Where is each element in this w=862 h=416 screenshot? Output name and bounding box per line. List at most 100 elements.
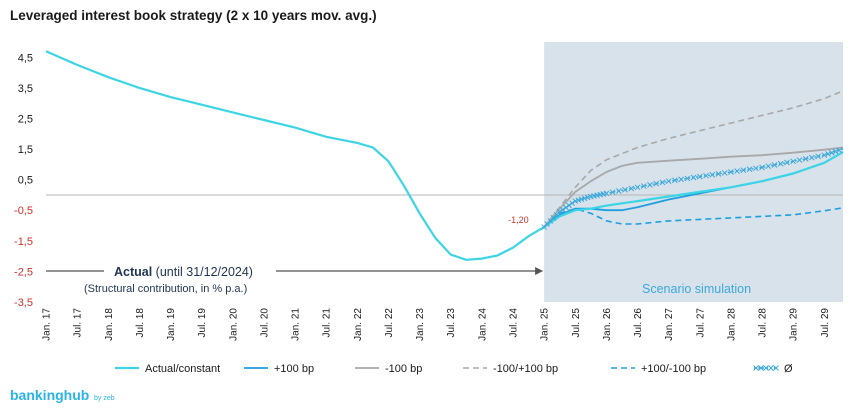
average-cross-marker xyxy=(569,200,575,207)
average-cross-marker xyxy=(559,206,566,213)
x-tick-label: Jan. 24 xyxy=(477,308,488,341)
average-cross-marker xyxy=(721,170,728,176)
actual-subtitle: (Structural contribution, in % p.a.) xyxy=(84,283,247,295)
average-cross-marker xyxy=(678,176,684,183)
x-tick-label: Jul. 27 xyxy=(695,308,706,338)
scenario-region xyxy=(544,42,843,302)
x-tick-label: Jul. 29 xyxy=(820,308,831,338)
y-axis-ticks: 4,5 3,5 2,5 1,5 0,5 -0,5 -1,5 -2,5 -3,5 xyxy=(14,52,33,309)
legend-cross-marker xyxy=(758,365,764,371)
average-cross-marker xyxy=(740,167,747,174)
x-tick-label: Jan. 29 xyxy=(789,308,800,341)
average-cross-marker xyxy=(784,159,790,166)
average-cross-marker xyxy=(603,190,610,197)
legend-label: +100/-100 bp xyxy=(641,363,706,375)
x-tick-label: Jul. 18 xyxy=(135,308,146,338)
annotations: -1,20 Actual (until 31/12/2024) (Structu… xyxy=(46,215,751,296)
series-line-actual-constant xyxy=(45,50,844,261)
average-cross-marker xyxy=(640,183,647,189)
x-tick-label: Jan. 22 xyxy=(353,308,364,341)
legend-label: -100/+100 bp xyxy=(493,363,558,375)
chart-title: Leveraged interest book strategy (2 x 10… xyxy=(10,8,377,23)
x-tick-label: Jan. 26 xyxy=(602,308,613,341)
average-cross-marker xyxy=(728,169,734,175)
x-tick-label: Jan. 23 xyxy=(415,308,426,341)
average-cross-marker xyxy=(653,180,660,187)
y-tick-label: -0,5 xyxy=(14,205,33,217)
average-cross-marker xyxy=(771,162,778,168)
average-cross-marker xyxy=(759,164,765,171)
average-cross-marker xyxy=(566,202,572,209)
x-tick-label: Jul. 20 xyxy=(259,308,270,338)
average-cross-marker xyxy=(672,177,678,184)
actual-label-range: (until 31/12/2024) xyxy=(152,265,253,279)
legend-label: Actual/constant xyxy=(145,363,220,375)
x-tick-label: Jul. 21 xyxy=(322,308,333,338)
average-cross-marker xyxy=(563,204,569,211)
x-tick-label: Jan. 20 xyxy=(228,308,239,341)
legend: Actual/constant +100 bp -100 bp -100/+100 b… xyxy=(115,363,793,375)
actual-arrow-head xyxy=(535,267,544,275)
average-cross-marker xyxy=(832,148,839,155)
average-cross-marker xyxy=(815,153,821,160)
average-cross-marker xyxy=(622,186,628,193)
y-tick-label: -2,5 xyxy=(14,266,33,278)
series-line--100-bp xyxy=(543,146,844,228)
y-tick-label: -3,5 xyxy=(14,297,33,309)
y-tick-label: 3,5 xyxy=(18,83,33,95)
legend-cross-marker xyxy=(773,365,779,371)
average-cross-marker xyxy=(715,170,722,177)
average-cross-marker xyxy=(647,181,653,188)
legend-label: -100 bp xyxy=(385,363,422,375)
average-cross-marker xyxy=(836,147,843,154)
average-cross-marker xyxy=(615,188,622,194)
y-tick-label: 2,5 xyxy=(18,113,33,125)
average-cross-marker xyxy=(809,154,815,161)
legend-cross-marker xyxy=(763,365,769,371)
average-cross-marker xyxy=(703,172,709,179)
series-line--100-100-bp xyxy=(543,90,844,228)
x-tick-label: Jan. 19 xyxy=(166,308,177,341)
legend-cross-marker xyxy=(768,365,774,371)
average-cross-marker xyxy=(802,155,809,162)
brand-logo: bankinghub by zeb xyxy=(10,387,115,403)
actual-label-bold: Actual xyxy=(114,265,152,279)
average-cross-marker xyxy=(665,178,672,185)
average-cross-marker xyxy=(828,149,835,156)
y-tick-label: 4,5 xyxy=(18,52,33,64)
average-cross-marker xyxy=(752,165,759,172)
average-cross-marker xyxy=(790,158,797,165)
logo-by-zeb: by zeb xyxy=(94,395,115,402)
x-tick-label: Jul. 19 xyxy=(197,308,208,338)
x-tick-label: Jan. 28 xyxy=(726,308,737,341)
average-cross-marker xyxy=(825,151,831,157)
actual-period-label: Actual (until 31/12/2024) xyxy=(114,265,253,279)
average-cross-marker xyxy=(821,152,828,159)
x-axis-ticks: Jan. 17 Jul. 17 Jan. 18 Jul. 18 Jan. 19 Jul. … xyxy=(42,308,831,341)
series-layer xyxy=(45,50,844,261)
average-cross-marker xyxy=(634,184,641,191)
y-tick-label: 0,5 xyxy=(18,175,33,187)
x-tick-label: Jul. 17 xyxy=(73,308,84,338)
average-cross-marker xyxy=(765,163,772,170)
average-cross-marker xyxy=(796,157,803,163)
y-tick-label: 1,5 xyxy=(18,144,33,156)
average-cross-marker xyxy=(777,160,784,167)
scenario-background xyxy=(544,42,843,302)
average-cross-marker xyxy=(628,185,635,192)
average-cross-marker xyxy=(684,175,691,182)
average-cross-marker xyxy=(734,168,741,174)
x-tick-label: Jul. 22 xyxy=(384,308,395,338)
x-tick-label: Jul. 25 xyxy=(571,308,582,338)
x-tick-label: Jul. 23 xyxy=(446,308,457,338)
x-tick-label: Jan. 25 xyxy=(540,308,551,341)
average-cross-marker xyxy=(709,171,716,178)
average-cross-marker xyxy=(659,179,666,186)
legend-cross-marker xyxy=(753,365,759,371)
average-cross-marker xyxy=(609,189,616,196)
last-actual-value-label: -1,20 xyxy=(508,215,529,225)
x-tick-label: Jan. 21 xyxy=(291,308,302,341)
x-tick-label: Jan. 17 xyxy=(42,308,53,341)
